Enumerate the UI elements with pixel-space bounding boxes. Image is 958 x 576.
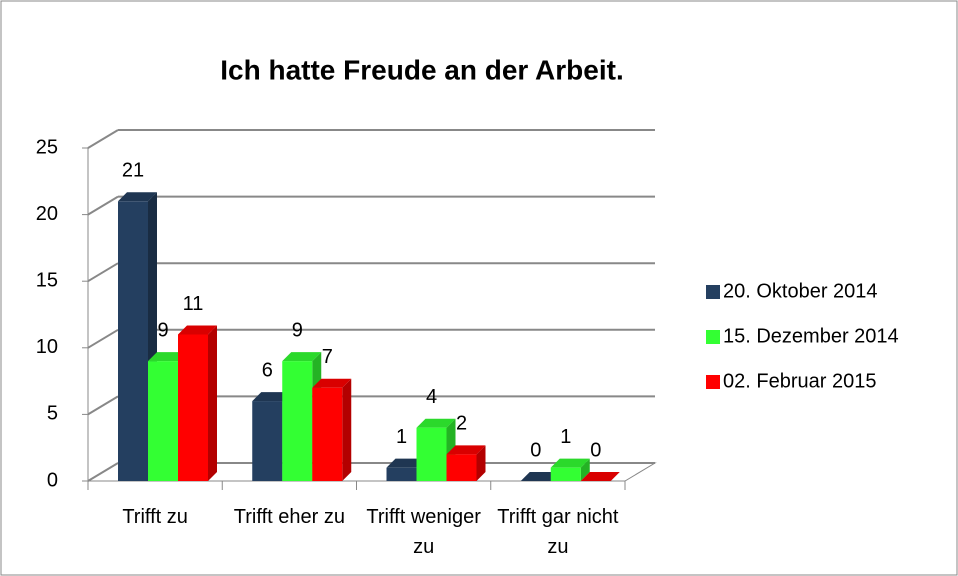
data-label: 9 <box>292 319 303 341</box>
data-label: 4 <box>426 386 437 408</box>
bar <box>580 472 620 481</box>
bar-top <box>446 445 486 455</box>
grid-line <box>87 462 119 482</box>
bar-top <box>252 392 292 402</box>
x-tick-label: Trifft gar nicht zu <box>497 506 619 558</box>
x-tick-label: Trifft eher zu <box>233 506 345 528</box>
legend-swatch <box>706 330 720 344</box>
legend-label: 20. Oktober 2014 <box>723 280 878 302</box>
grid-line <box>87 328 119 349</box>
bar-front <box>118 201 148 481</box>
bar <box>178 325 217 481</box>
bar <box>282 352 322 481</box>
bar-top <box>282 352 322 362</box>
bar-top <box>550 458 590 468</box>
bar-top <box>178 325 217 335</box>
data-label: 2 <box>456 413 467 435</box>
data-label: 0 <box>590 439 601 461</box>
data-label: 0 <box>530 439 541 461</box>
bar <box>520 472 560 481</box>
bar-top <box>312 378 352 388</box>
data-label: 1 <box>560 426 571 448</box>
bar-top <box>118 192 157 202</box>
legend-label: 15. Dezember 2014 <box>723 325 899 347</box>
y-tick-label: 10 <box>36 336 58 358</box>
chart-title: Ich hatte Freude an der Arbeit. <box>220 54 623 85</box>
bar-front <box>252 401 283 481</box>
data-label: 9 <box>157 319 168 341</box>
legend-swatch <box>706 285 720 299</box>
bar-top <box>580 472 620 481</box>
x-tick-label: Trifft weniger zu <box>366 506 481 558</box>
grid-line <box>87 395 119 416</box>
bar-front <box>148 361 178 481</box>
data-label: 21 <box>122 160 144 182</box>
data-label: 11 <box>183 293 204 315</box>
bar <box>550 458 590 481</box>
legend-label: 02. Februar 2015 <box>723 370 876 392</box>
bar-front <box>312 387 343 481</box>
bar-top <box>148 352 187 362</box>
y-tick-label: 0 <box>47 469 58 491</box>
grid-line <box>87 262 119 283</box>
legend-swatch <box>706 375 720 389</box>
bar-front <box>282 361 313 481</box>
grid-line <box>87 195 119 216</box>
bar-top <box>386 458 426 468</box>
x-tick-label: Trifft zu <box>122 506 188 528</box>
bar-side <box>208 325 217 481</box>
bar-side <box>476 445 486 481</box>
data-label: 7 <box>322 346 333 368</box>
bar-side <box>580 458 590 481</box>
bar-front <box>386 467 417 481</box>
data-label: 6 <box>262 359 273 381</box>
bar-front <box>178 334 208 481</box>
grid-line <box>87 129 119 149</box>
y-tick-label: 5 <box>47 403 58 425</box>
bar-top <box>520 472 560 481</box>
bar-top <box>416 418 456 428</box>
bar-front <box>550 467 581 481</box>
bar <box>312 378 352 481</box>
data-label: 1 <box>396 426 407 448</box>
bar-front <box>416 427 447 481</box>
bar <box>446 445 486 481</box>
y-tick-label: 20 <box>36 203 58 225</box>
y-tick-label: 15 <box>36 269 58 291</box>
bar-side <box>342 378 352 481</box>
y-tick-label: 25 <box>36 136 58 158</box>
bar-front <box>446 454 477 481</box>
